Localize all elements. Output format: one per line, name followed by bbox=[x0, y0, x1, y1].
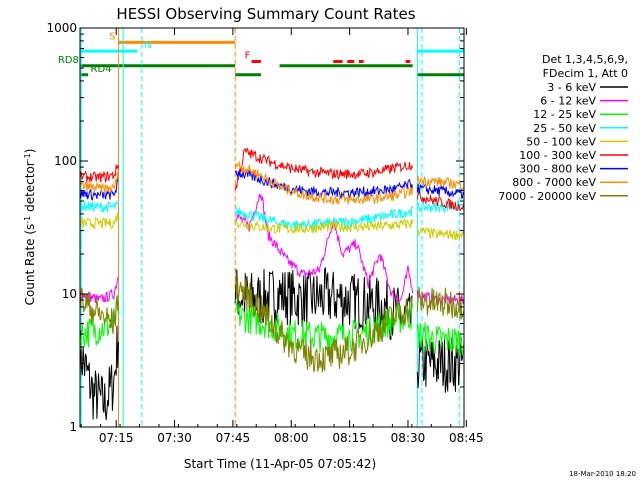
series-line-7000-20000-kev bbox=[79, 268, 465, 373]
series-line-100-300-kev bbox=[79, 147, 465, 212]
plot-frame bbox=[79, 27, 465, 428]
legend-header-line2: FDecim 1, Att 0 bbox=[543, 67, 628, 80]
state-label-n: N bbox=[144, 40, 151, 51]
y-axis-label-mid: detector bbox=[23, 161, 37, 216]
series-line-50-100-kev bbox=[79, 212, 465, 241]
chart-title: HESSI Observing Summary Count Rates bbox=[116, 5, 415, 23]
x-tick-label-08-00: 08:00 bbox=[274, 431, 309, 445]
y-tick-label-1000: 1000 bbox=[46, 21, 77, 35]
legend-label-100-300-kev: 100 - 300 keV bbox=[519, 149, 596, 162]
legend-label-7000-20000-kev: 7000 - 20000 keV bbox=[498, 190, 596, 203]
x-tick-label-07-45: 07:45 bbox=[216, 431, 251, 445]
x-tick-label-08-30: 08:30 bbox=[391, 431, 426, 445]
legend-label-25-50-kev: 25 - 50 keV bbox=[533, 122, 596, 135]
timestamp: 18-Mar-2010 18:20 bbox=[569, 470, 636, 478]
y-axis-ticks: 1 10 100 1000 bbox=[46, 21, 464, 434]
state-label-rd8: RD8 bbox=[58, 55, 79, 66]
y-axis-label-main: Count Rate (s bbox=[23, 224, 37, 306]
series-line-3-6-kev bbox=[79, 267, 465, 420]
series-lines bbox=[79, 147, 465, 420]
y-axis-label: Count Rate (s-1 detector-1) bbox=[23, 149, 38, 306]
y-tick-label-10: 10 bbox=[62, 287, 77, 301]
x-tick-label-08-15: 08:15 bbox=[332, 431, 367, 445]
series-line-6-12-kev bbox=[79, 193, 465, 307]
series-line-800-7000-kev bbox=[79, 160, 465, 206]
x-tick-label-08-45: 08:45 bbox=[449, 431, 484, 445]
state-label-s: S bbox=[109, 31, 115, 42]
y-axis-label-sup1: -1 bbox=[23, 216, 32, 224]
x-tick-label-07-30: 07:30 bbox=[157, 431, 192, 445]
legend-label-300-800-kev: 300 - 800 keV bbox=[519, 163, 596, 176]
legend-label-12-25-kev: 12 - 25 keV bbox=[533, 108, 596, 121]
legend-label-3-6-kev: 3 - 6 keV bbox=[547, 81, 596, 94]
y-axis-label-end: ) bbox=[23, 149, 37, 154]
state-label-f: F bbox=[245, 50, 251, 61]
series-line-300-800-kev bbox=[79, 169, 465, 201]
y-tick-label-100: 100 bbox=[54, 154, 77, 168]
state-transition-lines bbox=[80, 28, 460, 427]
legend-label-6-12-kev: 6 - 12 keV bbox=[540, 95, 596, 108]
x-axis-ticks: 07:15 07:30 07:45 08:00 08:15 08:30 08:45 bbox=[80, 28, 484, 445]
state-label-rd4: RD4 bbox=[91, 64, 112, 75]
y-axis-label-sup2: -1 bbox=[23, 153, 32, 161]
instrument-state-bars: S F N RD8 RD4 bbox=[58, 31, 464, 77]
x-axis-label: Start Time (11-Apr-05 07:05:42) bbox=[184, 457, 376, 471]
legend-label-800-7000-kev: 800 - 7000 keV bbox=[512, 176, 596, 189]
legend-label-50-100-kev: 50 - 100 keV bbox=[526, 135, 596, 148]
y-tick-label-1: 1 bbox=[69, 420, 77, 434]
legend: Det 1,3,4,5,6,9, FDecim 1, Att 0 3 - 6 k… bbox=[498, 53, 628, 203]
legend-header-line1: Det 1,3,4,5,6,9, bbox=[542, 53, 628, 66]
x-tick-label-07-15: 07:15 bbox=[99, 431, 134, 445]
